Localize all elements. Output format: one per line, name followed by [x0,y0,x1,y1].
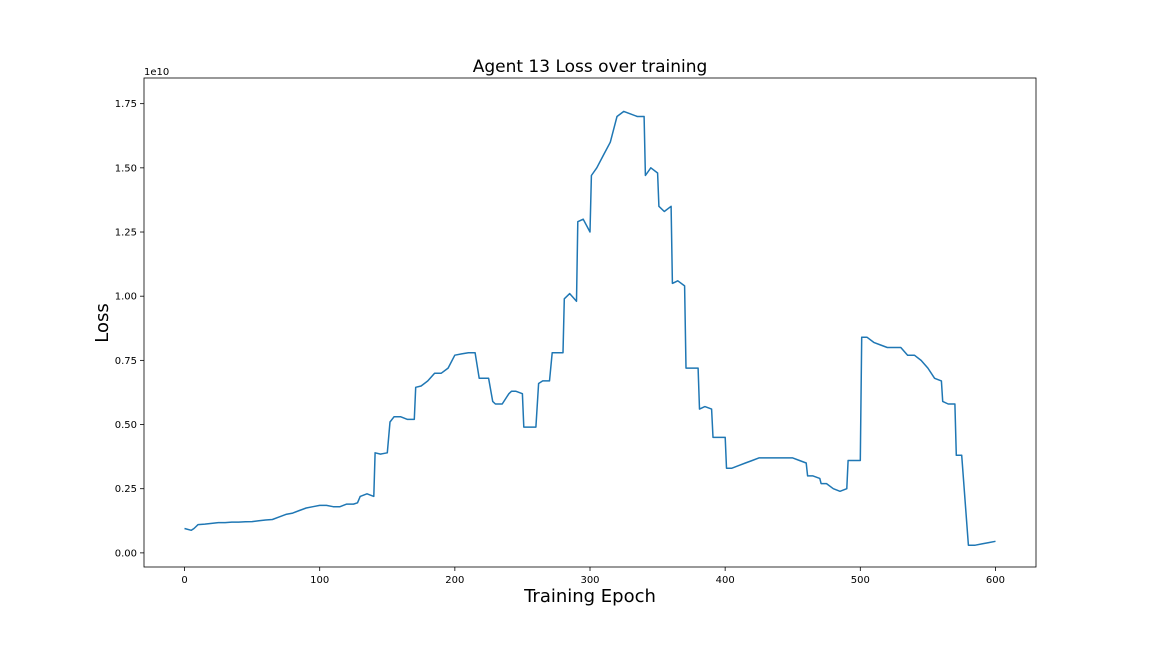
y-tick-label: 1.00 [115,292,137,303]
x-tick-label: 400 [716,575,735,586]
series-line-0 [184,110,996,546]
axes-frame [143,77,1037,568]
y-tick-label: 0.25 [115,484,137,495]
x-axis-label: Training Epoch [523,586,656,607]
y-tick-label: 1.50 [115,163,137,174]
y-tick-label: 1.25 [115,228,137,239]
y-axis-offset-text: 1e10 [144,67,169,78]
y-tick-label: 0.75 [115,356,137,367]
x-tick-label: 300 [580,575,599,586]
y-tick-label: 0.00 [115,548,137,559]
chart-title: Agent 13 Loss over training [473,57,708,77]
x-tick-label: 200 [445,575,464,586]
x-tick-label: 100 [310,575,329,586]
x-tick-label: 0 [181,575,187,586]
y-tick-label: 1.75 [115,99,137,110]
plot-area: 0 100 200 300 400 500 600 0.00 0.25 0.50 0.75 1.00 1… [115,77,1037,586]
y-tick-label: 0.50 [115,420,137,431]
y-axis-label: Loss [92,303,113,342]
x-tick-label: 600 [986,575,1005,586]
x-tick-label: 500 [851,575,870,586]
